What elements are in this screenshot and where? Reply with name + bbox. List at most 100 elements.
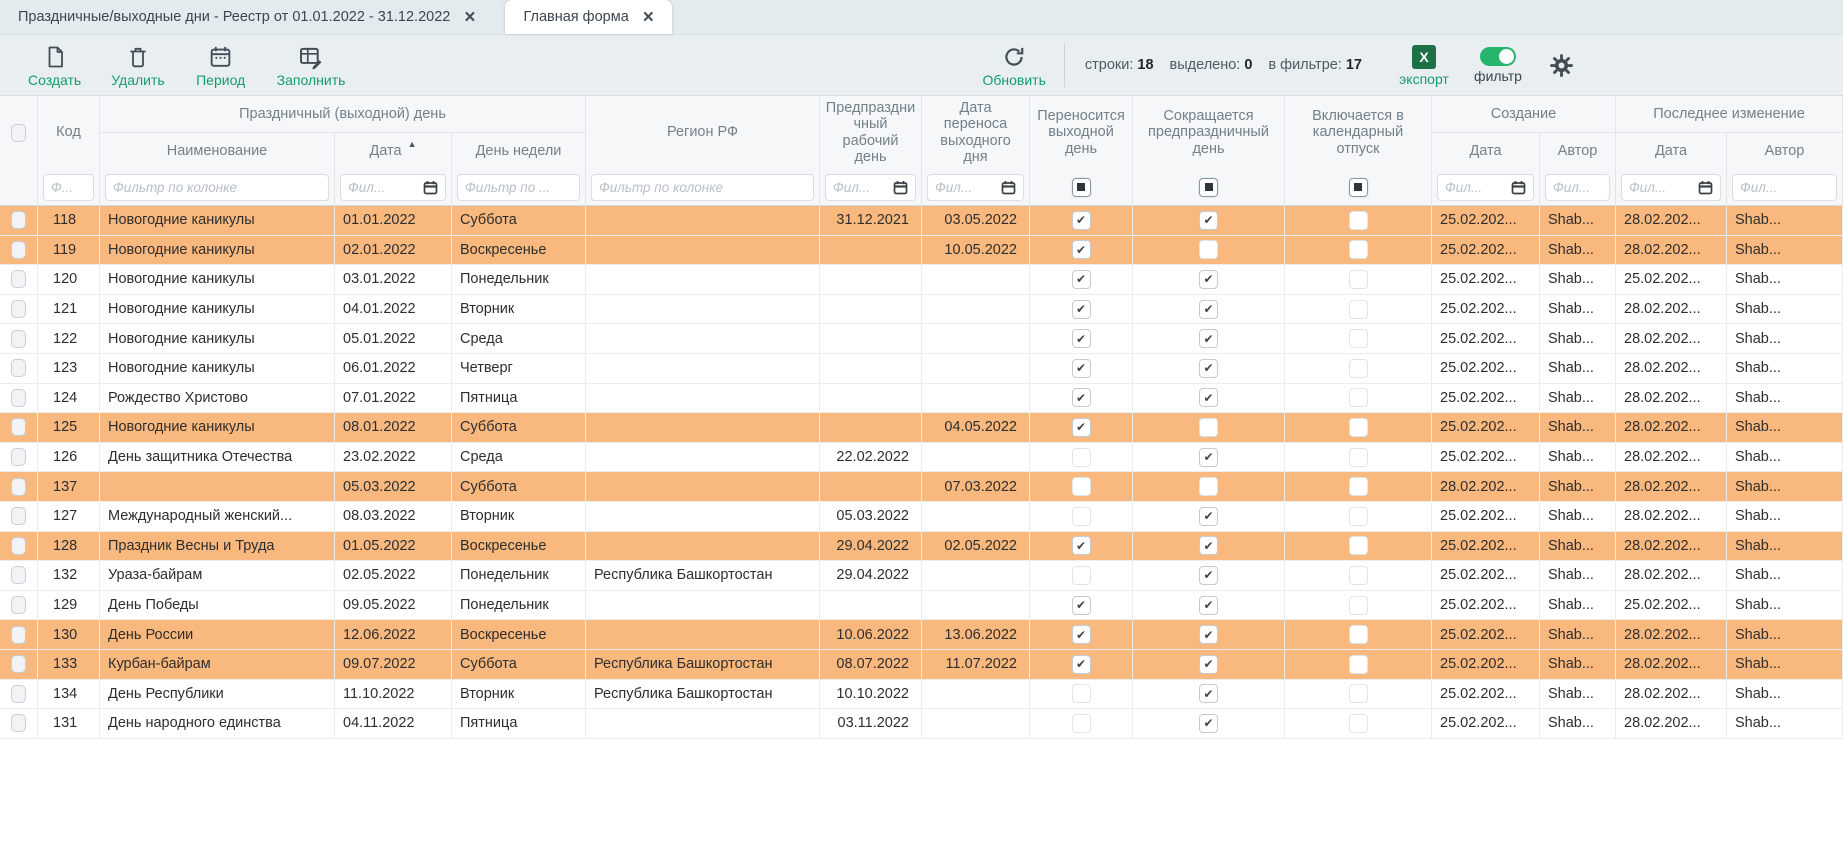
calendar-icon[interactable] (893, 180, 908, 195)
row-select-checkbox[interactable] (11, 211, 26, 230)
table-row[interactable]: 124 Рождество Христово 07.01.2022 Пятница ✔ ✔… (0, 383, 1843, 414)
moves-day-off-checkbox[interactable]: ✔ (1071, 595, 1091, 615)
row-select-checkbox[interactable] (11, 300, 26, 319)
table-row[interactable]: 132 Ураза-байрам 02.05.2022 Понедельник Респ… (0, 561, 1843, 591)
moves-day-off-checkbox[interactable] (1071, 477, 1091, 497)
calendar-icon[interactable] (1001, 180, 1016, 195)
col-header-modified-author[interactable]: Автор (1727, 133, 1843, 169)
in-vacation-checkbox[interactable] (1348, 654, 1368, 674)
in-vacation-checkbox[interactable] (1348, 210, 1368, 230)
row-select-checkbox[interactable] (11, 596, 26, 615)
table-row[interactable]: 128 Праздник Весны и Труда 01.05.2022 Воскр… (0, 531, 1843, 562)
row-select-checkbox[interactable] (11, 625, 26, 644)
row-select-checkbox[interactable] (11, 714, 26, 733)
filter-modified-date-input[interactable] (1629, 179, 1694, 195)
shortens-preholiday-checkbox[interactable]: ✔ (1199, 684, 1218, 704)
in-vacation-checkbox[interactable] (1348, 565, 1368, 585)
shortens-preholiday-checkbox[interactable]: ✔ (1199, 299, 1218, 319)
shortens-preholiday-checkbox[interactable] (1199, 417, 1218, 437)
shortens-preholiday-checkbox[interactable]: ✔ (1199, 447, 1218, 467)
row-select-checkbox[interactable] (11, 507, 26, 526)
row-select-checkbox[interactable] (11, 448, 26, 467)
col-header-created-date[interactable]: Дата (1432, 133, 1540, 169)
row-select-checkbox[interactable] (11, 477, 26, 496)
row-select-checkbox[interactable] (11, 684, 26, 703)
filter-preholiday-input[interactable] (833, 179, 889, 195)
table-row[interactable]: 130 День России 12.06.2022 Воскресенье 10.06… (0, 620, 1843, 650)
moves-day-off-checkbox[interactable]: ✔ (1071, 299, 1091, 319)
filter-code-input[interactable] (51, 179, 86, 195)
table-row[interactable]: 127 Международный женский... 08.03.2022 Вто… (0, 501, 1843, 532)
row-select-checkbox[interactable] (11, 270, 26, 289)
shortens-preholiday-checkbox[interactable]: ✔ (1199, 358, 1218, 378)
shortens-preholiday-checkbox[interactable] (1199, 477, 1218, 497)
moves-day-off-checkbox[interactable]: ✔ (1071, 358, 1091, 378)
filter-date-input[interactable] (348, 179, 419, 195)
fill-button[interactable]: Заполнить (277, 44, 345, 87)
calendar-icon[interactable] (423, 180, 438, 195)
in-vacation-checkbox[interactable] (1348, 388, 1368, 408)
row-select-checkbox[interactable] (11, 418, 26, 437)
filter-transfer-date-input[interactable] (935, 179, 997, 195)
calendar-icon[interactable] (1511, 180, 1526, 195)
moves-day-off-checkbox[interactable]: ✔ (1071, 388, 1091, 408)
in-vacation-checkbox[interactable] (1348, 506, 1368, 526)
shortens-preholiday-checkbox[interactable]: ✔ (1199, 536, 1218, 556)
table-row[interactable]: 133 Курбан-байрам 09.07.2022 Суббота Республ… (0, 649, 1843, 680)
filter-region-input[interactable] (599, 179, 806, 195)
shortens-preholiday-checkbox[interactable]: ✔ (1199, 269, 1218, 289)
shortens-preholiday-checkbox[interactable]: ✔ (1199, 654, 1218, 674)
filter-modified-author-input[interactable] (1740, 179, 1829, 195)
toggle-on-icon[interactable] (1480, 47, 1516, 66)
in-vacation-checkbox[interactable] (1348, 595, 1368, 615)
col-header-name[interactable]: Наименование (100, 133, 335, 169)
table-row[interactable]: 120 Новогодние каникулы 03.01.2022 Понедель… (0, 265, 1843, 295)
filter-created-date-input[interactable] (1445, 179, 1507, 195)
row-select-checkbox[interactable] (11, 329, 26, 348)
table-row[interactable]: 126 День защитника Отечества 23.02.2022 Сре… (0, 442, 1843, 473)
filter-created-author-input[interactable] (1553, 179, 1602, 195)
row-select-checkbox[interactable] (11, 388, 26, 407)
shortens-preholiday-checkbox[interactable]: ✔ (1199, 565, 1218, 585)
shortens-preholiday-checkbox[interactable]: ✔ (1199, 713, 1218, 733)
table-row[interactable]: 122 Новогодние каникулы 05.01.2022 Среда ✔ ✔ 2… (0, 324, 1843, 354)
moves-day-off-checkbox[interactable]: ✔ (1071, 269, 1091, 289)
close-icon[interactable]: × (642, 6, 654, 28)
in-vacation-checkbox[interactable] (1348, 329, 1368, 349)
shortens-preholiday-checkbox[interactable]: ✔ (1199, 625, 1218, 645)
close-icon[interactable]: × (464, 6, 476, 28)
moves-day-off-checkbox[interactable]: ✔ (1071, 625, 1091, 645)
table-row[interactable]: 134 День Республики 11.10.2022 Вторник Респу… (0, 679, 1843, 710)
table-row[interactable]: 137 05.03.2022 Суббота 07.03.2022 28.02.202.… (0, 472, 1843, 502)
col-header-created-author[interactable]: Автор (1540, 133, 1616, 169)
moves-day-off-checkbox[interactable]: ✔ (1071, 417, 1091, 437)
moves-day-off-checkbox[interactable] (1071, 506, 1091, 526)
row-select-checkbox[interactable] (11, 536, 26, 555)
create-button[interactable]: Создать (28, 44, 81, 87)
row-select-checkbox[interactable] (11, 566, 26, 585)
in-vacation-checkbox[interactable] (1348, 269, 1368, 289)
col-header-date[interactable]: Дата ▲ (335, 133, 452, 169)
in-vacation-checkbox[interactable] (1348, 447, 1368, 467)
col-header-weekday[interactable]: День недели (452, 133, 586, 169)
export-button[interactable]: X экспорт (1398, 44, 1450, 86)
in-vacation-checkbox[interactable] (1348, 240, 1368, 260)
filter-moves-day-off-checkbox[interactable] (1071, 177, 1091, 197)
calendar-icon[interactable] (1698, 180, 1713, 195)
shortens-preholiday-checkbox[interactable]: ✔ (1199, 388, 1218, 408)
filter-toggle[interactable]: фильтр (1472, 47, 1524, 83)
row-select-checkbox[interactable] (11, 655, 26, 674)
in-vacation-checkbox[interactable] (1348, 299, 1368, 319)
in-vacation-checkbox[interactable] (1348, 417, 1368, 437)
col-header-code[interactable]: Код (38, 96, 100, 169)
in-vacation-checkbox[interactable] (1348, 536, 1368, 556)
filter-name-input[interactable] (113, 179, 321, 195)
table-row[interactable]: 131 День народного единства 04.11.2022 Пятн… (0, 709, 1843, 739)
moves-day-off-checkbox[interactable] (1071, 713, 1091, 733)
in-vacation-checkbox[interactable] (1348, 358, 1368, 378)
shortens-preholiday-checkbox[interactable] (1199, 240, 1218, 260)
in-vacation-checkbox[interactable] (1348, 713, 1368, 733)
filter-in-vacation-checkbox[interactable] (1348, 177, 1368, 197)
moves-day-off-checkbox[interactable] (1071, 684, 1091, 704)
moves-day-off-checkbox[interactable]: ✔ (1071, 654, 1091, 674)
